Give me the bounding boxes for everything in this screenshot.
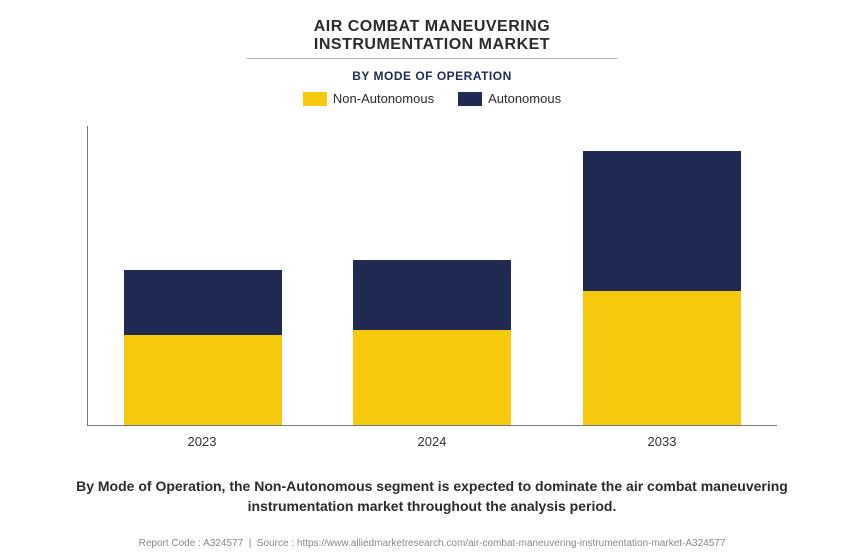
legend-item-non-autonomous: Non-Autonomous xyxy=(303,91,434,106)
bar-segment-non-autonomous xyxy=(583,291,741,425)
legend-label: Autonomous xyxy=(488,91,561,106)
bar-segment-autonomous xyxy=(583,151,741,291)
bars-row xyxy=(88,126,777,425)
bar-segment-non-autonomous xyxy=(353,330,511,425)
x-label: 2033 xyxy=(583,434,741,449)
chart-title: AIR COMBAT MANEUVERING INSTRUMENTATION M… xyxy=(247,18,617,59)
plot-area xyxy=(87,126,777,426)
legend-label: Non-Autonomous xyxy=(333,91,434,106)
x-label: 2024 xyxy=(353,434,511,449)
chart-caption: By Mode of Operation, the Non-Autonomous… xyxy=(52,477,812,516)
bar-2023 xyxy=(124,270,282,425)
x-label: 2023 xyxy=(123,434,281,449)
legend: Non-Autonomous Autonomous xyxy=(303,91,561,106)
legend-swatch-icon xyxy=(303,92,327,106)
report-code: A324577 xyxy=(203,538,243,549)
bar-segment-autonomous xyxy=(353,260,511,330)
source-label: Source : xyxy=(257,538,294,549)
chart-container: AIR COMBAT MANEUVERING INSTRUMENTATION M… xyxy=(0,0,864,557)
report-code-label: Report Code : xyxy=(139,538,201,549)
bar-2033 xyxy=(583,151,741,425)
chart-subtitle: BY MODE OF OPERATION xyxy=(352,69,512,83)
bar-2024 xyxy=(353,260,511,425)
source-url: https://www.alliedmarketresearch.com/air… xyxy=(297,538,726,549)
bar-segment-non-autonomous xyxy=(124,335,282,425)
legend-swatch-icon xyxy=(458,92,482,106)
footer: Report Code : A324577 | Source : https:/… xyxy=(0,538,864,549)
legend-item-autonomous: Autonomous xyxy=(458,91,561,106)
bar-segment-autonomous xyxy=(124,270,282,335)
x-axis-labels: 2023 2024 2033 xyxy=(87,434,777,449)
